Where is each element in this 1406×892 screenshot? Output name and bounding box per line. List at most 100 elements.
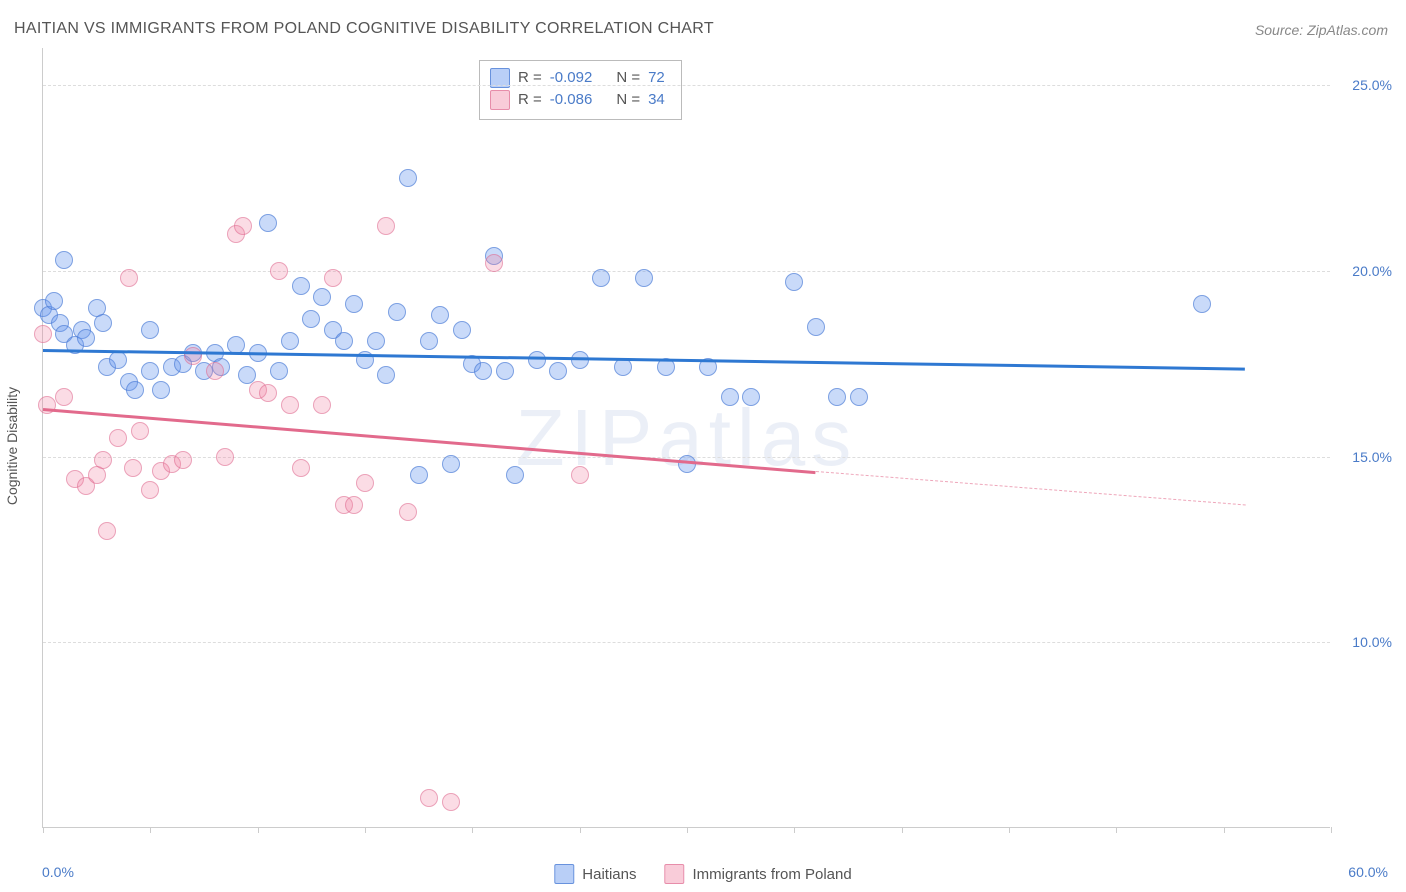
- scatter-point: [742, 388, 760, 406]
- scatter-point: [259, 214, 277, 232]
- scatter-point: [592, 269, 610, 287]
- scatter-point: [77, 329, 95, 347]
- scatter-point: [1193, 295, 1211, 313]
- scatter-point: [377, 366, 395, 384]
- scatter-point: [184, 347, 202, 365]
- scatter-point: [442, 793, 460, 811]
- swatch-blue-icon: [554, 864, 574, 884]
- x-tick: [43, 827, 44, 833]
- x-tick: [1009, 827, 1010, 833]
- scatter-point: [614, 358, 632, 376]
- swatch-pink-icon: [490, 90, 510, 110]
- swatch-pink-icon: [664, 864, 684, 884]
- x-tick: [150, 827, 151, 833]
- legend-label: Immigrants from Poland: [692, 866, 851, 883]
- x-tick: [687, 827, 688, 833]
- scatter-point: [152, 381, 170, 399]
- scatter-point: [270, 362, 288, 380]
- y-tick-label: 10.0%: [1352, 634, 1392, 650]
- scatter-point: [124, 459, 142, 477]
- scatter-point: [120, 269, 138, 287]
- scatter-point: [270, 262, 288, 280]
- y-tick-label: 20.0%: [1352, 263, 1392, 279]
- scatter-point: [399, 169, 417, 187]
- scatter-point: [453, 321, 471, 339]
- x-tick-label: 60.0%: [1348, 864, 1388, 880]
- scatter-point: [345, 295, 363, 313]
- stats-row: R = -0.086 N = 34: [490, 89, 665, 111]
- scatter-point: [356, 474, 374, 492]
- scatter-point: [388, 303, 406, 321]
- y-axis-label: Cognitive Disability: [4, 346, 20, 546]
- chart-container: HAITIAN VS IMMIGRANTS FROM POLAND COGNIT…: [0, 0, 1406, 892]
- x-tick: [580, 827, 581, 833]
- scatter-point: [399, 503, 417, 521]
- scatter-point: [506, 466, 524, 484]
- scatter-point: [292, 277, 310, 295]
- scatter-point: [721, 388, 739, 406]
- scatter-point: [785, 273, 803, 291]
- scatter-point: [313, 288, 331, 306]
- scatter-point: [528, 351, 546, 369]
- scatter-point: [431, 306, 449, 324]
- scatter-point: [345, 496, 363, 514]
- x-tick-label: 0.0%: [42, 864, 74, 880]
- scatter-point: [141, 321, 159, 339]
- scatter-point: [216, 448, 234, 466]
- scatter-point: [259, 384, 277, 402]
- x-tick: [365, 827, 366, 833]
- stat-n-value: 34: [648, 89, 665, 111]
- scatter-point: [313, 396, 331, 414]
- scatter-point: [571, 466, 589, 484]
- gridline: [43, 271, 1330, 272]
- legend-item: Haitians: [554, 864, 636, 884]
- scatter-point: [131, 422, 149, 440]
- y-tick-label: 25.0%: [1352, 77, 1392, 93]
- legend-item: Immigrants from Poland: [664, 864, 851, 884]
- scatter-point: [234, 217, 252, 235]
- x-tick: [902, 827, 903, 833]
- scatter-point: [850, 388, 868, 406]
- plot-area: ZIPatlas R = -0.092 N = 72 R = -0.086 N …: [42, 48, 1330, 828]
- source-label: Source: ZipAtlas.com: [1255, 22, 1388, 38]
- scatter-point: [94, 314, 112, 332]
- scatter-point: [828, 388, 846, 406]
- legend: Haitians Immigrants from Poland: [554, 864, 851, 884]
- scatter-point: [292, 459, 310, 477]
- stat-r-value: -0.086: [550, 89, 593, 111]
- scatter-point: [635, 269, 653, 287]
- scatter-point: [109, 429, 127, 447]
- legend-label: Haitians: [582, 866, 636, 883]
- scatter-point: [206, 362, 224, 380]
- scatter-point: [549, 362, 567, 380]
- scatter-point: [324, 269, 342, 287]
- chart-title: HAITIAN VS IMMIGRANTS FROM POLAND COGNIT…: [14, 20, 714, 38]
- scatter-point: [126, 381, 144, 399]
- scatter-point: [807, 318, 825, 336]
- scatter-point: [410, 466, 428, 484]
- scatter-point: [474, 362, 492, 380]
- scatter-point: [141, 362, 159, 380]
- scatter-point: [174, 451, 192, 469]
- x-tick: [794, 827, 795, 833]
- stat-r-label: R =: [518, 89, 542, 111]
- scatter-point: [55, 251, 73, 269]
- x-tick: [258, 827, 259, 833]
- gridline: [43, 85, 1330, 86]
- scatter-point: [94, 451, 112, 469]
- scatter-point: [485, 254, 503, 272]
- stat-n-label: N =: [616, 89, 640, 111]
- x-tick: [472, 827, 473, 833]
- x-tick: [1331, 827, 1332, 833]
- scatter-point: [109, 351, 127, 369]
- scatter-point: [45, 292, 63, 310]
- scatter-point: [281, 396, 299, 414]
- scatter-point: [98, 522, 116, 540]
- scatter-point: [377, 217, 395, 235]
- y-tick-label: 15.0%: [1352, 449, 1392, 465]
- scatter-point: [335, 332, 353, 350]
- trend-line: [816, 471, 1245, 505]
- scatter-point: [55, 388, 73, 406]
- scatter-point: [34, 325, 52, 343]
- scatter-point: [281, 332, 299, 350]
